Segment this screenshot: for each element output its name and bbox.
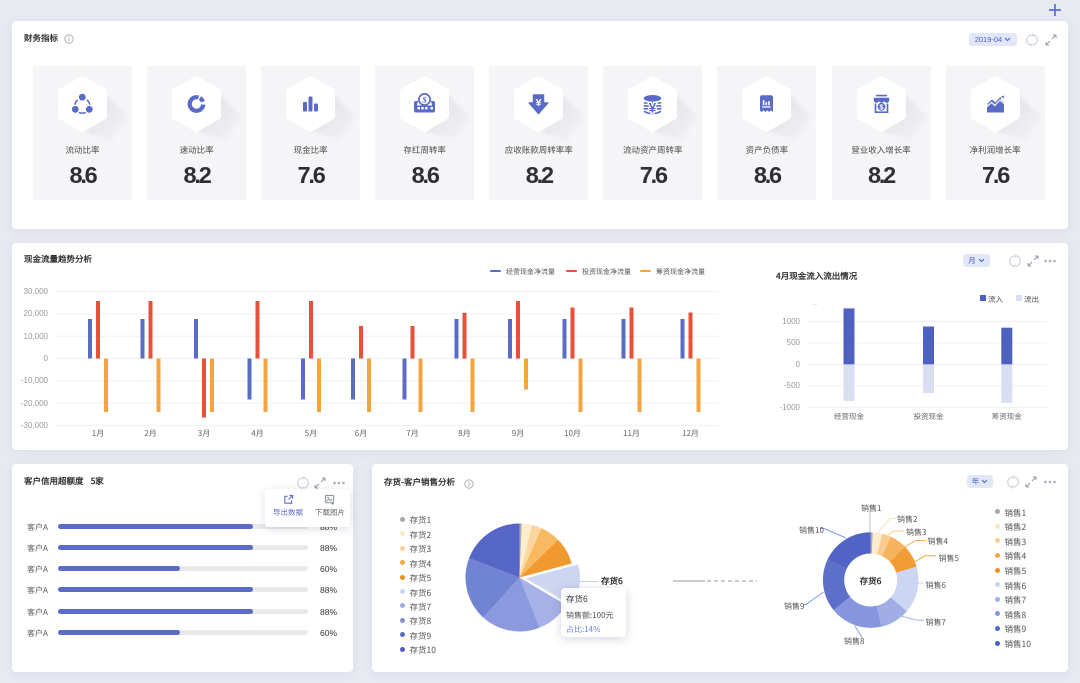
svg-text:¥: ¥ xyxy=(649,101,657,116)
svg-text:$: $ xyxy=(879,103,884,112)
svg-text:¥: ¥ xyxy=(536,97,542,109)
svg-text:$: $ xyxy=(422,94,428,104)
